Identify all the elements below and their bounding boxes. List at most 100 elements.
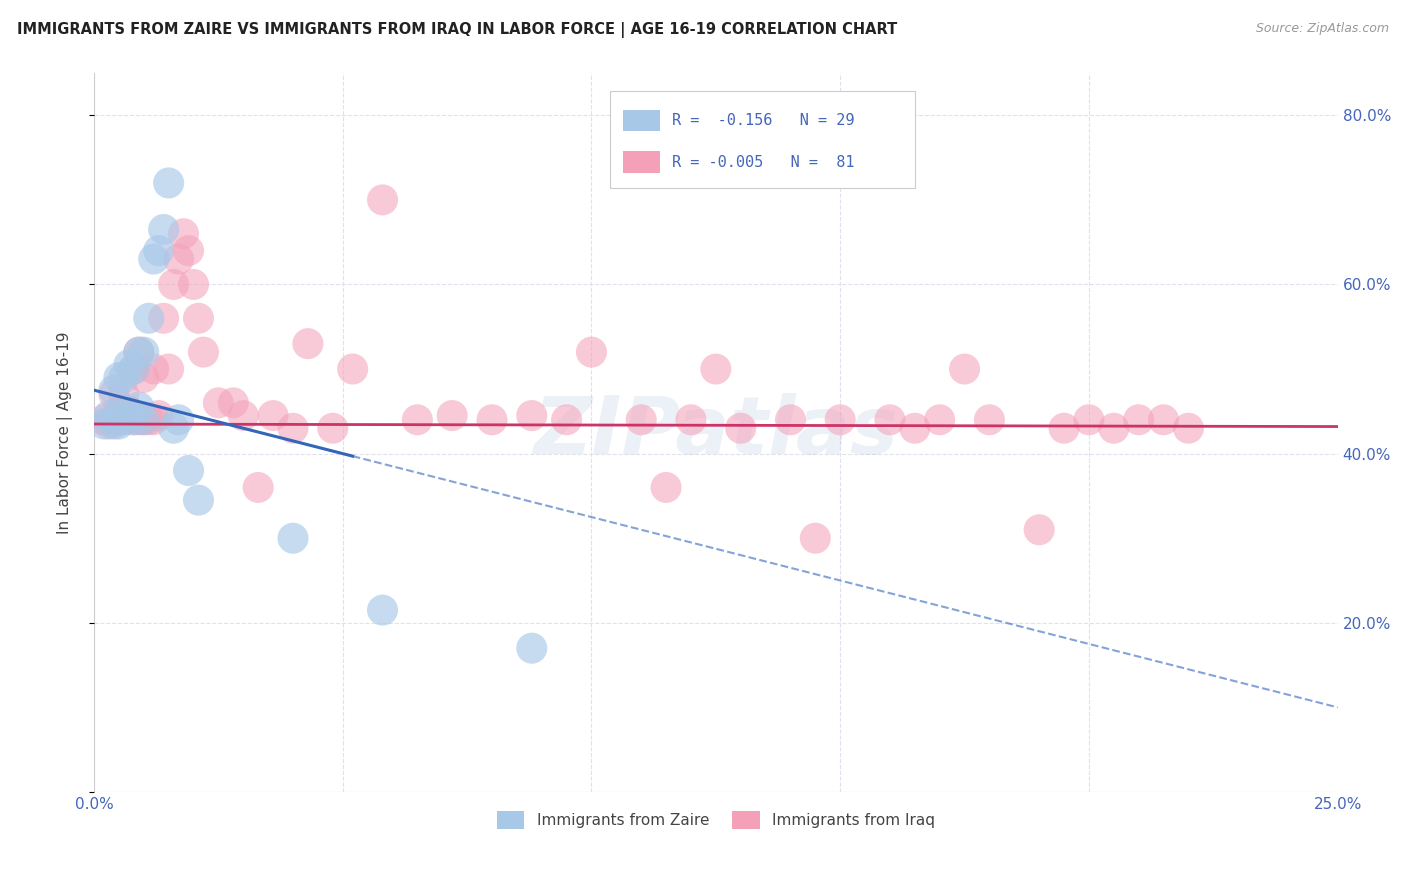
Point — [167, 413, 190, 427]
Point — [93, 417, 115, 431]
Point — [122, 413, 145, 427]
Point — [162, 277, 184, 292]
Point — [122, 413, 145, 427]
Point — [128, 413, 150, 427]
Y-axis label: In Labor Force | Age 16-19: In Labor Force | Age 16-19 — [58, 331, 73, 533]
Point — [118, 358, 141, 372]
Point — [112, 370, 135, 384]
Point — [879, 413, 901, 427]
Point — [1077, 413, 1099, 427]
Point — [1102, 421, 1125, 435]
Point — [1028, 523, 1050, 537]
Point — [630, 413, 652, 427]
Point — [108, 413, 131, 427]
Point — [222, 396, 245, 410]
Point — [928, 413, 950, 427]
Point — [779, 413, 801, 427]
Point — [138, 413, 160, 427]
Point — [581, 345, 603, 359]
Point — [132, 345, 155, 359]
Bar — [623, 152, 659, 173]
Text: IMMIGRANTS FROM ZAIRE VS IMMIGRANTS FROM IRAQ IN LABOR FORCE | AGE 16-19 CORRELA: IMMIGRANTS FROM ZAIRE VS IMMIGRANTS FROM… — [17, 22, 897, 38]
Point — [187, 493, 209, 508]
Point — [322, 421, 344, 435]
Point — [108, 417, 131, 431]
Point — [103, 417, 125, 431]
Point — [979, 413, 1001, 427]
Point — [132, 413, 155, 427]
Point — [128, 345, 150, 359]
Point — [481, 413, 503, 427]
Legend: Immigrants from Zaire, Immigrants from Iraq: Immigrants from Zaire, Immigrants from I… — [491, 805, 941, 835]
Point — [207, 396, 229, 410]
Point — [520, 409, 543, 423]
Point — [122, 362, 145, 376]
Point — [103, 387, 125, 401]
Point — [132, 413, 155, 427]
Point — [152, 222, 174, 236]
Point — [555, 413, 578, 427]
Point — [167, 252, 190, 266]
Point — [904, 421, 927, 435]
Point — [157, 176, 180, 190]
Point — [1177, 421, 1199, 435]
Point — [108, 409, 131, 423]
Point — [142, 413, 165, 427]
Point — [118, 404, 141, 418]
Point — [108, 370, 131, 384]
Text: R = -0.005   N =  81: R = -0.005 N = 81 — [672, 154, 855, 169]
Point — [112, 413, 135, 427]
Text: Source: ZipAtlas.com: Source: ZipAtlas.com — [1256, 22, 1389, 36]
Point — [232, 409, 254, 423]
Point — [1128, 413, 1150, 427]
Point — [162, 421, 184, 435]
FancyBboxPatch shape — [610, 91, 915, 188]
Point — [187, 311, 209, 326]
Point — [730, 421, 752, 435]
Point — [132, 370, 155, 384]
Point — [1153, 413, 1175, 427]
Point — [173, 227, 195, 241]
Text: ZIPatlas: ZIPatlas — [533, 393, 898, 472]
Point — [342, 362, 364, 376]
Point — [371, 603, 394, 617]
Point — [152, 311, 174, 326]
Point — [93, 413, 115, 427]
Point — [142, 252, 165, 266]
Point — [112, 387, 135, 401]
Point — [281, 421, 304, 435]
Text: R =  -0.156   N = 29: R = -0.156 N = 29 — [672, 113, 855, 128]
Point — [122, 362, 145, 376]
Point — [679, 413, 702, 427]
Point — [247, 480, 270, 494]
Point — [157, 362, 180, 376]
Point — [297, 336, 319, 351]
Point — [128, 345, 150, 359]
Point — [148, 409, 170, 423]
Point — [103, 413, 125, 427]
Point — [177, 244, 200, 258]
Point — [830, 413, 852, 427]
Point — [1053, 421, 1076, 435]
Point — [97, 417, 120, 431]
Point — [103, 383, 125, 397]
Point — [704, 362, 727, 376]
Point — [406, 413, 429, 427]
Point — [520, 641, 543, 656]
Point — [804, 531, 827, 545]
Point — [97, 409, 120, 423]
Point — [262, 409, 284, 423]
Point — [281, 531, 304, 545]
Point — [138, 311, 160, 326]
Point — [193, 345, 215, 359]
Point — [142, 362, 165, 376]
Point — [108, 404, 131, 418]
Point — [183, 277, 205, 292]
Point — [655, 480, 678, 494]
Bar — [623, 110, 659, 131]
Point — [112, 413, 135, 427]
Point — [128, 400, 150, 414]
Point — [177, 464, 200, 478]
Point — [441, 409, 464, 423]
Point — [118, 404, 141, 418]
